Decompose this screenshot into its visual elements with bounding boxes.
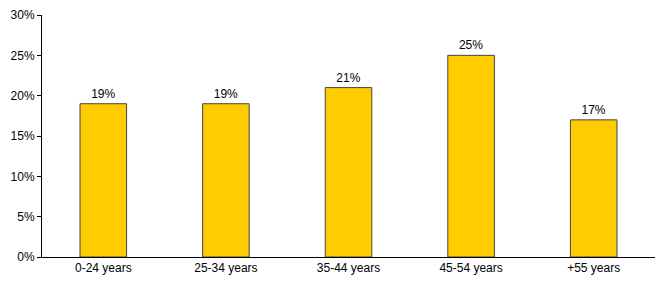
svg-text:21%: 21% bbox=[336, 71, 360, 85]
svg-text:0%: 0% bbox=[17, 250, 35, 264]
svg-text:25%: 25% bbox=[11, 49, 35, 63]
svg-text:10%: 10% bbox=[11, 170, 35, 184]
svg-text:17%: 17% bbox=[582, 103, 606, 117]
svg-text:0-24 years: 0-24 years bbox=[75, 261, 132, 275]
svg-text:+55 years: +55 years bbox=[567, 261, 620, 275]
svg-text:25%: 25% bbox=[459, 38, 483, 52]
svg-text:45-54 years: 45-54 years bbox=[439, 261, 502, 275]
svg-text:19%: 19% bbox=[91, 87, 115, 101]
svg-text:15%: 15% bbox=[11, 129, 35, 143]
svg-text:20%: 20% bbox=[11, 89, 35, 103]
svg-text:5%: 5% bbox=[17, 210, 35, 224]
svg-text:19%: 19% bbox=[214, 87, 238, 101]
svg-text:30%: 30% bbox=[11, 8, 35, 22]
svg-text:25-34 years: 25-34 years bbox=[194, 261, 257, 275]
svg-text:35-44 years: 35-44 years bbox=[317, 261, 380, 275]
